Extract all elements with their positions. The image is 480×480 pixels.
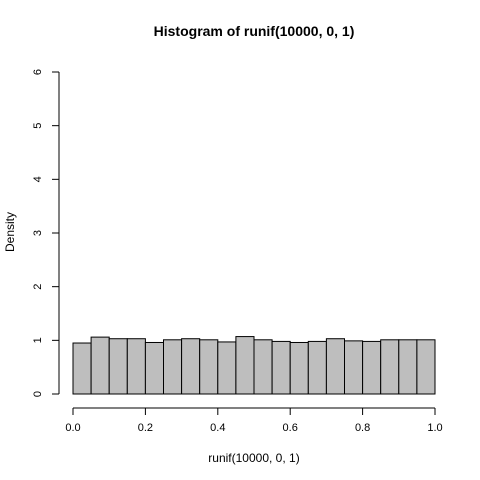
x-axis: 0.0 0.2 0.4 0.6 0.8 1.0 <box>65 407 443 434</box>
x-tick-label: 0.4 <box>210 422 225 434</box>
histogram-bar <box>253 339 273 395</box>
x-tick-label: 1.0 <box>427 422 442 434</box>
histogram-bar <box>307 340 327 395</box>
histogram-bar <box>380 339 400 395</box>
histogram-bar <box>362 340 382 395</box>
histogram-bar <box>416 339 436 395</box>
histogram-bar <box>344 340 364 395</box>
histogram-bar <box>235 336 255 395</box>
x-tick-label: 0.8 <box>355 422 370 434</box>
chart-title: Histogram of runif(10000, 0, 1) <box>154 23 355 39</box>
histogram-bar <box>90 336 110 395</box>
histogram-bar <box>271 340 291 395</box>
y-tick-label: 4 <box>32 176 44 182</box>
y-tick-label: 6 <box>32 69 44 75</box>
histogram-bar <box>126 338 146 395</box>
y-tick-label: 5 <box>32 123 44 129</box>
histogram-bar <box>325 338 345 395</box>
histogram-bar <box>398 339 418 395</box>
histogram-bar <box>72 342 92 395</box>
y-tick-label: 1 <box>32 337 44 343</box>
y-tick-label: 3 <box>32 230 44 236</box>
bars-group <box>72 336 436 395</box>
histogram-bar <box>108 338 128 395</box>
histogram-bar <box>181 338 201 395</box>
y-axis-label: Density <box>3 212 17 252</box>
x-tick-label: 0.2 <box>138 422 153 434</box>
histogram-bar <box>144 341 164 395</box>
histogram-bar <box>289 341 309 395</box>
y-tick-label: 2 <box>32 284 44 290</box>
x-tick-label: 0.0 <box>65 422 80 434</box>
histogram-bar <box>199 339 219 395</box>
x-tick-label: 0.6 <box>283 422 298 434</box>
y-tick-label: 0 <box>32 391 44 397</box>
y-axis: 0 1 2 3 4 5 6 <box>32 69 60 397</box>
histogram-bar <box>217 341 237 395</box>
histogram-bar <box>163 339 183 395</box>
x-axis-label: runif(10000, 0, 1) <box>208 451 299 465</box>
